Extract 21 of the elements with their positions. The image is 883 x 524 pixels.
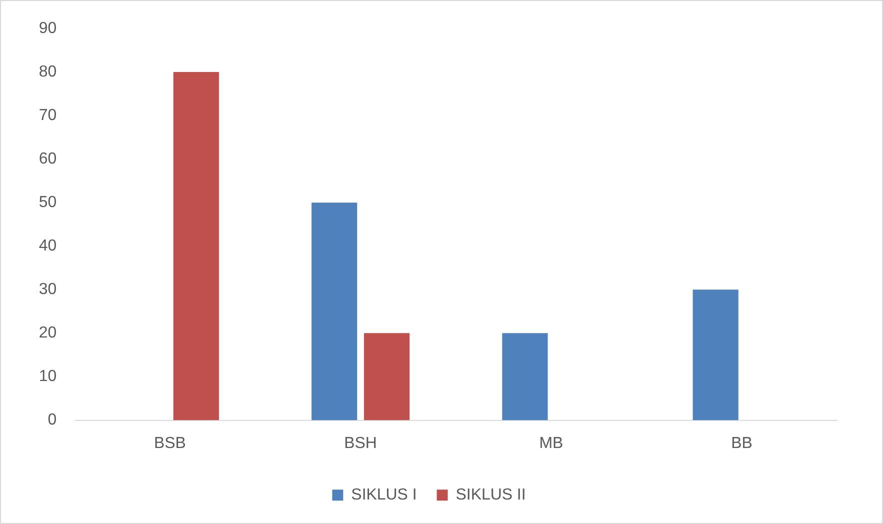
y-tick-label: 70 (38, 106, 57, 124)
bar (312, 202, 358, 420)
x-tick-label: BB (731, 435, 752, 452)
y-tick-label: 20 (38, 324, 57, 342)
y-tick-label: 40 (38, 238, 57, 254)
x-tick-label: MB (539, 435, 564, 452)
y-tick-label: 30 (38, 281, 57, 298)
y-tick-label: 60 (38, 150, 57, 168)
legend-label: SIKLUS I (351, 486, 417, 504)
bar (502, 333, 548, 420)
bar (364, 333, 410, 420)
x-tick-label: BSH (344, 435, 377, 452)
y-tick-label: 80 (38, 63, 57, 80)
bar (173, 72, 219, 420)
x-tick-label: BSB (154, 435, 186, 452)
y-tick-label: 90 (38, 20, 57, 37)
y-tick-label: 50 (38, 194, 57, 211)
legend-label: SIKLUS II (456, 486, 526, 504)
y-tick-label: 0 (48, 412, 57, 429)
y-tick-label: 10 (38, 368, 57, 386)
bar (692, 290, 738, 420)
